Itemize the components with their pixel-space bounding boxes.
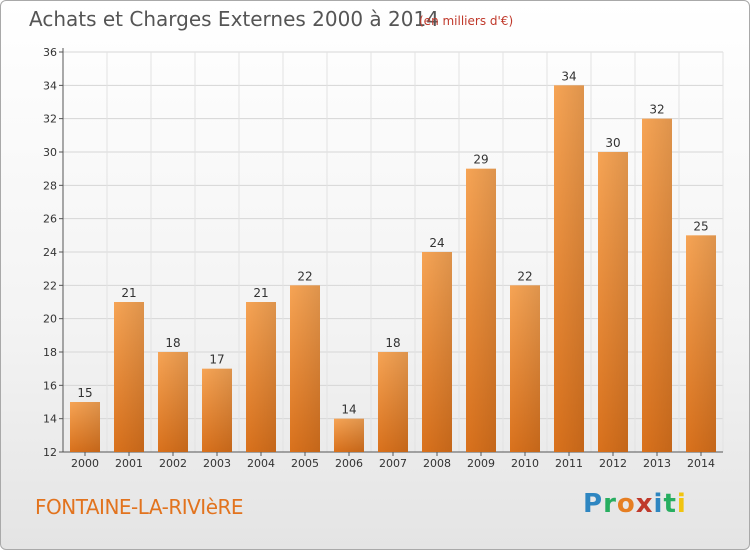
bar-shade xyxy=(158,352,188,452)
bar-shade xyxy=(642,118,672,453)
bar-shade xyxy=(290,285,320,452)
y-tick-label: 26 xyxy=(43,213,57,226)
x-tick-label: 2005 xyxy=(291,457,319,470)
logo-letter: t xyxy=(663,489,677,519)
y-tick-label: 34 xyxy=(43,79,57,92)
x-tick-label: 2009 xyxy=(467,457,495,470)
y-tick-label: 36 xyxy=(43,46,57,59)
bar-shade xyxy=(422,252,452,452)
bar-shade xyxy=(510,285,540,452)
y-tick-label: 20 xyxy=(43,313,57,326)
x-tick-label: 2011 xyxy=(555,457,583,470)
bar-shade xyxy=(378,352,408,452)
logo-letter: o xyxy=(616,489,636,519)
x-tick-label: 2013 xyxy=(643,457,671,470)
y-tick-label: 16 xyxy=(43,379,57,392)
logo-letter: P xyxy=(583,489,604,519)
y-tick-label: 30 xyxy=(43,146,57,159)
data-label: 14 xyxy=(341,403,356,417)
data-label: 34 xyxy=(561,69,576,83)
label-layer: 15 21 18 17 21 22 14 18 24 29 22 34 30 32 25 xyxy=(77,69,708,416)
y-tick-label: 22 xyxy=(43,279,57,292)
data-label: 21 xyxy=(253,286,268,300)
x-tick-label: 2010 xyxy=(511,457,539,470)
x-tick-label: 2004 xyxy=(247,457,275,470)
bar-layer xyxy=(70,85,716,453)
data-label: 17 xyxy=(209,353,224,367)
data-label: 18 xyxy=(385,336,400,350)
x-tick-label: 2014 xyxy=(687,457,715,470)
bar-shade xyxy=(686,235,716,452)
data-label: 25 xyxy=(693,219,708,233)
bar-shade xyxy=(554,85,584,452)
data-label: 22 xyxy=(297,269,312,283)
logo-letter: r xyxy=(603,489,617,519)
data-label: 24 xyxy=(429,236,444,250)
data-label: 15 xyxy=(77,386,92,400)
proxiti-logo: Proxiti xyxy=(583,489,687,519)
bar-shade xyxy=(114,302,144,452)
y-tick-label: 24 xyxy=(43,246,57,259)
y-tick-label: 12 xyxy=(43,446,57,459)
y-tick-label: 14 xyxy=(43,413,57,426)
data-label: 29 xyxy=(473,153,488,167)
data-label: 18 xyxy=(165,336,180,350)
data-label: 22 xyxy=(517,269,532,283)
bar-shade xyxy=(334,418,364,452)
data-label: 32 xyxy=(649,103,664,117)
commune-name: FONTAINE-LA-RIVIèRE xyxy=(35,495,244,519)
x-tick-label: 2003 xyxy=(203,457,231,470)
bar-shade xyxy=(598,152,628,452)
x-tick-label: 2006 xyxy=(335,457,363,470)
data-label: 30 xyxy=(605,136,620,150)
x-tick-label: 2012 xyxy=(599,457,627,470)
chart-unit: (en milliers d'€) xyxy=(419,14,514,28)
data-label: 21 xyxy=(121,286,136,300)
x-tick-label: 2000 xyxy=(71,457,99,470)
x-tick-label: 2002 xyxy=(159,457,187,470)
chart-title: Achats et Charges Externes 2000 à 2014 xyxy=(29,7,439,31)
x-tick-label: 2001 xyxy=(115,457,143,470)
x-tick-label: 2007 xyxy=(379,457,407,470)
x-tick-label: 2008 xyxy=(423,457,451,470)
y-tick-label: 18 xyxy=(43,346,57,359)
logo-letter: x xyxy=(635,489,654,519)
bar-shade xyxy=(246,302,276,452)
bar-shade xyxy=(202,368,232,452)
logo-letter: i xyxy=(653,489,664,519)
logo-letter: i xyxy=(676,489,687,519)
y-tick-label: 32 xyxy=(43,113,57,126)
y-tick-label: 28 xyxy=(43,179,57,192)
bar-shade xyxy=(466,168,496,452)
bar-shade xyxy=(70,402,100,452)
